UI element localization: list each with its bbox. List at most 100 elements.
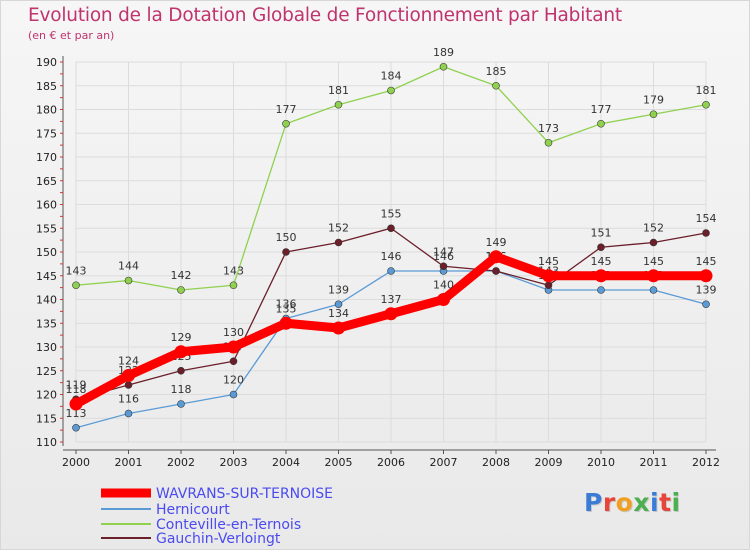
data-point [597, 286, 605, 294]
data-label: 149 [486, 236, 507, 249]
y-tick-label: 175 [36, 127, 57, 140]
x-tick-label: 2000 [62, 456, 90, 469]
data-point [174, 345, 188, 359]
data-label: 181 [328, 84, 349, 97]
y-tick-label: 155 [36, 222, 57, 235]
data-label: 185 [486, 65, 507, 78]
x-tick-label: 2001 [115, 456, 143, 469]
data-point [387, 224, 395, 233]
data-label: 145 [696, 255, 717, 268]
legend-label: WAVRANS-SUR-TERNOISE [156, 486, 333, 502]
data-label: 124 [118, 355, 139, 368]
data-label: 143 [223, 264, 244, 277]
y-tick-label: 150 [36, 246, 57, 259]
data-point [229, 357, 238, 366]
data-label: 130 [223, 326, 244, 339]
data-label: 145 [538, 255, 559, 268]
x-tick-label: 2008 [482, 456, 510, 469]
data-point [69, 397, 83, 411]
chart-title: Evolution de la Dotation Globale de Fonc… [28, 5, 622, 26]
y-tick-label: 130 [36, 341, 57, 354]
data-label: 143 [66, 264, 87, 277]
x-tick-label: 2012 [692, 456, 720, 469]
x-tick-label: 2011 [640, 456, 668, 469]
data-label: 189 [433, 46, 454, 59]
data-label: 152 [328, 222, 349, 235]
data-point [279, 316, 293, 330]
x-tick-label: 2002 [167, 456, 195, 469]
data-label: 152 [643, 222, 664, 235]
data-label: 181 [696, 84, 717, 97]
data-label: 120 [223, 374, 244, 387]
data-point [544, 281, 553, 290]
data-point [492, 81, 500, 90]
y-tick-label: 180 [36, 104, 57, 117]
proxiti-logo: Proxiti [584, 488, 681, 517]
x-tick-label: 2005 [325, 456, 353, 469]
data-point [332, 321, 345, 335]
data-point [489, 250, 503, 264]
x-tick-label: 2006 [377, 456, 405, 469]
data-point [492, 267, 500, 275]
data-label: 144 [118, 260, 139, 273]
y-tick-label: 110 [36, 436, 57, 449]
data-label: 116 [118, 393, 139, 406]
x-tick-label: 2003 [220, 456, 248, 469]
logo-letter: o [615, 488, 634, 517]
x-tick-label: 2004 [272, 456, 300, 469]
y-tick-label: 140 [36, 294, 57, 307]
data-label: 145 [591, 255, 612, 268]
logo-letter: i [650, 488, 660, 517]
data-point [229, 390, 238, 399]
data-point [702, 229, 710, 237]
data-point [594, 269, 608, 283]
data-point [649, 286, 658, 294]
data-point [177, 286, 185, 294]
data-label: 155 [381, 207, 402, 220]
data-label: 173 [538, 122, 559, 135]
data-point [124, 276, 133, 285]
data-label: 146 [381, 250, 402, 263]
data-point [334, 238, 343, 247]
data-point [387, 267, 395, 275]
y-tick-label: 115 [36, 412, 57, 425]
data-label: 113 [66, 407, 87, 420]
logo-letter: P [584, 488, 603, 517]
data-point [177, 366, 185, 375]
y-tick-label: 190 [36, 56, 57, 69]
x-tick-label: 2010 [587, 456, 615, 469]
y-tick-label: 160 [36, 199, 57, 212]
data-point [334, 300, 343, 309]
data-label: 142 [171, 269, 192, 282]
data-point [282, 119, 290, 128]
y-tick-label: 170 [36, 151, 57, 164]
x-tick-label: 2007 [430, 456, 458, 469]
data-point [702, 300, 710, 309]
data-label: 118 [171, 383, 192, 396]
chart-subtitle: (en € et par an) [28, 29, 115, 42]
data-point [544, 138, 553, 147]
data-label: 118 [66, 383, 87, 396]
data-point [699, 269, 713, 283]
data-label: 151 [591, 226, 612, 239]
data-label: 184 [381, 70, 402, 83]
data-point [439, 62, 448, 71]
data-point [384, 307, 398, 321]
legend-label: Hernicourt [156, 502, 230, 518]
data-label: 129 [171, 331, 192, 344]
logo-letter: t [659, 488, 672, 517]
data-label: 179 [643, 93, 664, 106]
data-label: 137 [381, 293, 402, 306]
logo-letter: i [671, 488, 681, 517]
data-point [597, 243, 605, 252]
logo-letter: r [602, 488, 616, 517]
y-tick-label: 120 [36, 389, 57, 402]
data-point [649, 238, 658, 247]
legend-label: Gauchin-Verloingt [156, 531, 281, 547]
y-tick-label: 135 [36, 317, 57, 330]
data-label: 119 [66, 378, 87, 391]
data-label: 136 [276, 298, 297, 311]
data-point [649, 110, 658, 119]
data-point [334, 100, 343, 109]
y-tick-label: 185 [36, 80, 57, 93]
